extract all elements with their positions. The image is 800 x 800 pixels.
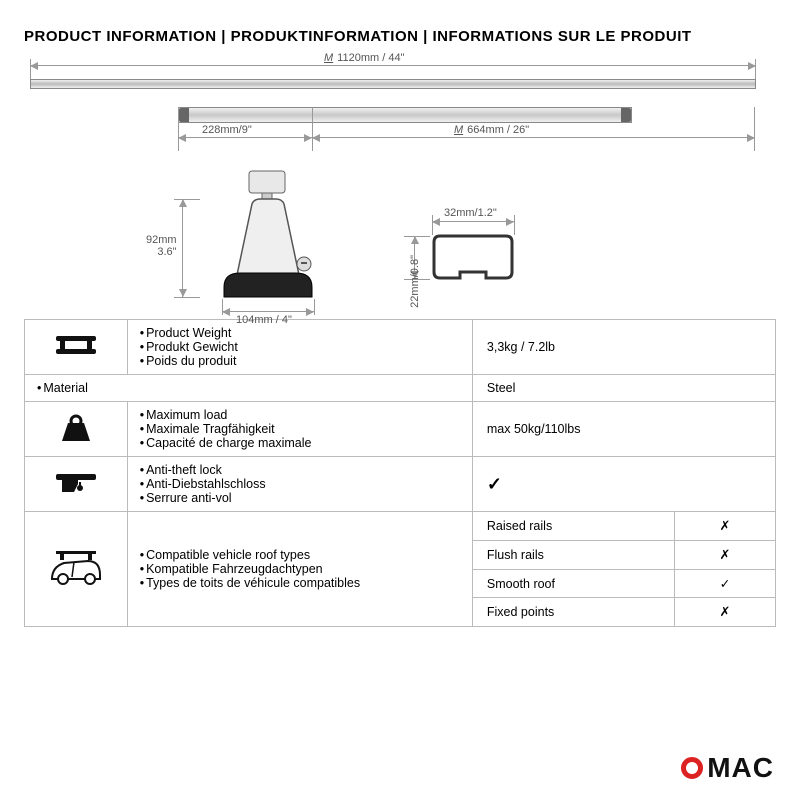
dim-lower-offset: 228mm/9" — [202, 124, 252, 136]
row-load: Maximum load Maximale Tragfähigkeit Capa… — [25, 402, 776, 457]
compat-sub-3-label: Fixed points — [472, 598, 674, 627]
compat-sub-0-val: ✗ — [674, 512, 775, 541]
load-labels: Maximum load Maximale Tragfähigkeit Capa… — [127, 402, 472, 457]
dim-foot-w: 104mm / 4" — [236, 314, 292, 326]
dim-xs-w: 32mm/1.2" — [444, 207, 497, 219]
row-weight: Product Weight Produkt Gewicht Poids du … — [25, 320, 776, 375]
dim-top-bar: M1120mm / 44" — [324, 52, 404, 64]
compat-sub-1-val: ✗ — [674, 541, 775, 570]
bars-icon — [25, 320, 128, 375]
dim-foot-h: 92mm 3.6" — [146, 234, 177, 258]
compat-sub-1-label: Flush rails — [472, 541, 674, 570]
lock-value: ✓ — [472, 457, 775, 512]
compat-sub-2-label: Smooth roof — [472, 570, 674, 598]
material-label: Material — [25, 375, 473, 402]
dim-xs-h: 22mm/0.8" — [409, 255, 421, 308]
compat-sub-0-label: Raised rails — [472, 512, 674, 541]
row-lock: Anti-theft lock Anti-Diebstahlschloss Se… — [25, 457, 776, 512]
cross-section-drawing — [428, 232, 528, 302]
bar-lower — [178, 107, 632, 123]
row-material: Material Steel — [25, 375, 776, 402]
compat-labels: Compatible vehicle roof types Kompatible… — [127, 512, 472, 627]
weight-labels: Product Weight Produkt Gewicht Poids du … — [127, 320, 472, 375]
logo-ring-icon — [681, 757, 703, 779]
lock-labels: Anti-theft lock Anti-Diebstahlschloss Se… — [127, 457, 472, 512]
spec-table: Product Weight Produkt Gewicht Poids du … — [24, 319, 776, 627]
bar-top — [30, 79, 756, 89]
page-title: PRODUCT INFORMATION | PRODUKTINFORMATION… — [0, 0, 800, 59]
lock-icon — [25, 457, 128, 512]
technical-drawing: M1120mm / 44" 228mm/9" M664mm / 26" 92mm… — [24, 59, 784, 319]
row-compat-0: Compatible vehicle roof types Kompatible… — [25, 512, 776, 541]
material-value: Steel — [472, 375, 775, 402]
foot-drawing — [194, 169, 344, 309]
brand-logo: MAC — [681, 752, 774, 784]
load-value: max 50kg/110lbs — [472, 402, 775, 457]
weight-icon — [25, 402, 128, 457]
compat-sub-3-val: ✗ — [674, 598, 775, 627]
dim-lower-bar: M664mm / 26" — [454, 124, 529, 136]
car-icon — [25, 512, 128, 627]
weight-value: 3,3kg / 7.2lb — [472, 320, 775, 375]
compat-sub-2-val: ✓ — [674, 570, 775, 598]
